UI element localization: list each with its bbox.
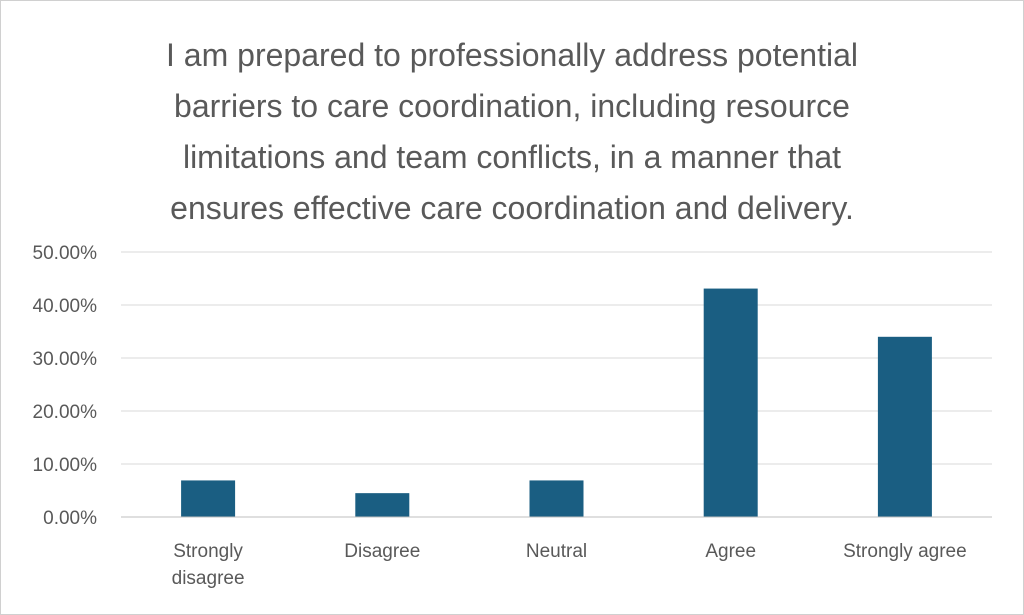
chart-title: I am prepared to professionally address … [80,30,944,234]
chart-title-line: ensures effective care coordination and … [170,190,854,226]
bar [181,480,236,517]
chart-title-line: I am prepared to professionally address … [166,37,858,73]
y-tick-label: 20.00% [33,402,98,423]
bar [877,336,932,517]
x-tick-label: Strongly agree [843,541,967,562]
y-tick-label: 10.00% [33,455,98,476]
y-tick-label: 0.00% [43,508,97,529]
x-tick-label: Neutral [526,541,587,562]
x-tick-label: disagree [172,568,245,589]
x-tick-label: Disagree [344,541,420,562]
x-tick-label: Strongly [173,541,243,562]
x-tick-label: Agree [705,541,756,562]
bar [703,288,758,517]
bar [529,480,584,517]
bar [355,493,410,517]
chart-title-line: limitations and team conflicts, in a man… [182,139,842,175]
y-tick-label: 30.00% [33,349,98,370]
y-tick-label: 50.00% [33,243,98,264]
chart-title-line: barriers to care coordination, including… [174,88,850,124]
y-tick-label: 40.00% [33,296,98,317]
